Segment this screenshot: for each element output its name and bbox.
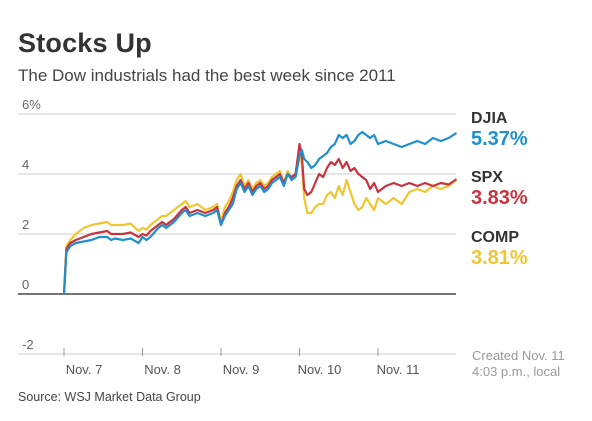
series-line-comp	[62, 148, 458, 295]
source-note: Source: WSJ Market Data Group	[18, 390, 201, 404]
y-tick-labels: 6% 4 2 0 -2	[22, 97, 41, 352]
legend-comp: COMP 3.81%	[471, 228, 528, 269]
x-tick-label: Nov. 7	[66, 362, 103, 377]
legend-djia-value: 5.37%	[471, 128, 528, 150]
y-tick-label: 0	[22, 277, 29, 292]
x-tick-label: Nov. 10	[298, 362, 342, 377]
created-line-2: 4:03 p.m., local	[472, 364, 561, 379]
legend-spx-value: 3.83%	[471, 187, 528, 209]
grid-lines	[18, 113, 456, 355]
legend-spx-name: SPX	[471, 169, 504, 186]
series-lines	[62, 130, 458, 295]
series-line-spx	[62, 142, 458, 295]
chart-title: Stocks Up	[18, 28, 152, 58]
legend-comp-value: 3.81%	[471, 247, 528, 269]
legend-djia-name: DJIA	[471, 110, 508, 127]
x-tick-label: Nov. 9	[223, 362, 260, 377]
created-note: Created Nov. 11 4:03 p.m., local	[472, 348, 565, 380]
legend-comp-name: COMP	[471, 229, 519, 246]
x-tick-label: Nov. 8	[144, 362, 181, 377]
legend-spx: SPX 3.83%	[471, 168, 528, 209]
chart-subtitle: The Dow industrials had the best week si…	[18, 66, 396, 85]
x-tick-label: Nov. 11	[377, 362, 420, 377]
y-tick-label: 6%	[22, 97, 41, 112]
y-tick-label: -2	[22, 337, 34, 352]
x-tick-labels: Nov. 7 Nov. 8 Nov. 9 Nov. 10 Nov. 11	[63, 348, 420, 377]
created-line-1: Created Nov. 11	[472, 348, 565, 363]
y-tick-label: 4	[22, 157, 29, 172]
legend-djia: DJIA 5.37%	[471, 109, 528, 150]
y-tick-label: 2	[22, 217, 29, 232]
series-line-djia	[62, 130, 458, 295]
